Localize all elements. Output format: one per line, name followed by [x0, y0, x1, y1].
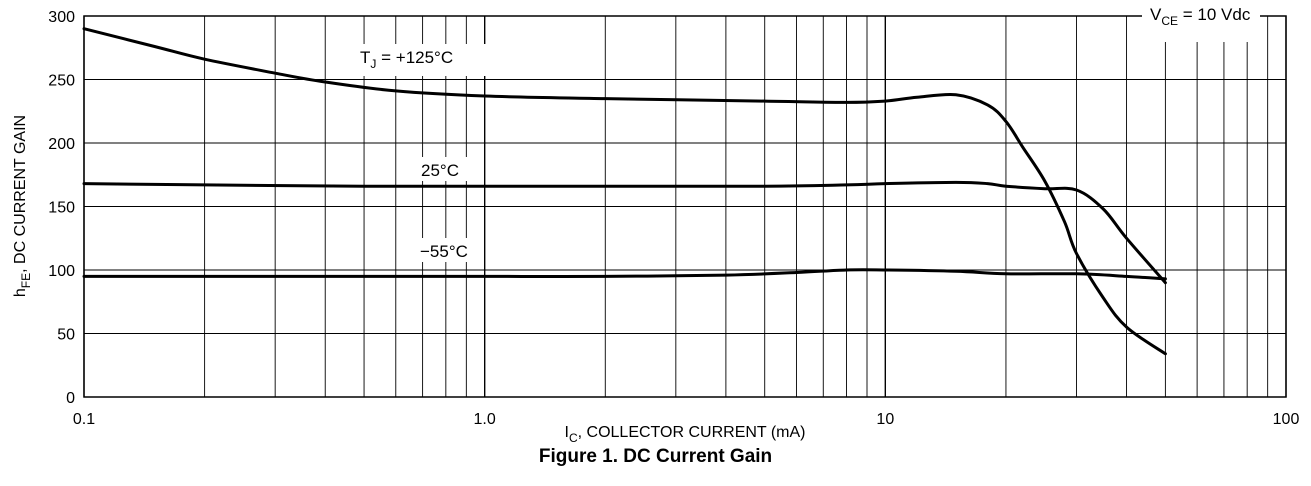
y-tick-label: 50	[57, 327, 75, 344]
curves	[82, 27, 1167, 356]
x-tick-label: 1.0	[474, 411, 496, 428]
x-tick-label: 10	[876, 411, 894, 428]
y-tick-label: 300	[48, 9, 75, 26]
x-tick-label: 0.1	[73, 411, 95, 428]
svg-text:TJ = +125°C: TJ = +125°C	[360, 48, 453, 71]
grid	[83, 15, 1287, 398]
condition-rest: = 10 Vdc	[1178, 5, 1251, 24]
condition-annotation: VCE = 10 Vdc	[1142, 2, 1260, 42]
ylabel-rest: , DC CURRENT GAIN	[12, 115, 29, 273]
y-tick-label: 250	[48, 73, 75, 90]
y-tick-label: 200	[48, 136, 75, 153]
label-m55c: −55°C	[416, 238, 474, 262]
label-25c: 25°C	[418, 157, 470, 181]
curve-25c	[82, 180, 1167, 285]
condition-sub: CE	[1161, 14, 1178, 28]
tm55-text: −55°C	[420, 242, 468, 261]
curve-minus55c	[82, 268, 1167, 281]
svg-text:VCE = 10 Vdc: VCE = 10 Vdc	[1150, 5, 1251, 28]
label-t125: TJ = +125°C	[355, 44, 497, 76]
y-tick-label: 150	[48, 200, 75, 217]
xlabel-main: I	[565, 424, 569, 441]
y-tick-label: 100	[48, 263, 75, 280]
ylabel-main: h	[12, 288, 29, 297]
figure-caption: Figure 1. DC Current Gain	[538, 446, 773, 467]
t25-text: 25°C	[421, 161, 459, 180]
y-axis-title: hFE, DC CURRENT GAIN	[12, 115, 33, 297]
y-tick-label: 0	[66, 390, 75, 407]
t125-rest: = +125°C	[376, 48, 453, 67]
xlabel-rest: , COLLECTOR CURRENT (mA)	[578, 424, 806, 441]
t125-main: T	[360, 48, 370, 67]
xlabel-sub: C	[569, 431, 578, 445]
plot-frame	[83, 15, 1287, 398]
t125-sub: J	[370, 57, 376, 71]
x-axis-title: IC, COLLECTOR CURRENT (mA)	[565, 424, 806, 445]
curve-tj-125c	[82, 27, 1167, 356]
tick-labels: 0 50 100 150 200 250 300 0.1 1.0 10 100	[48, 9, 1299, 428]
condition-v: V	[1150, 5, 1162, 24]
ylabel-sub: FE	[19, 273, 33, 288]
x-tick-label: 100	[1273, 411, 1300, 428]
